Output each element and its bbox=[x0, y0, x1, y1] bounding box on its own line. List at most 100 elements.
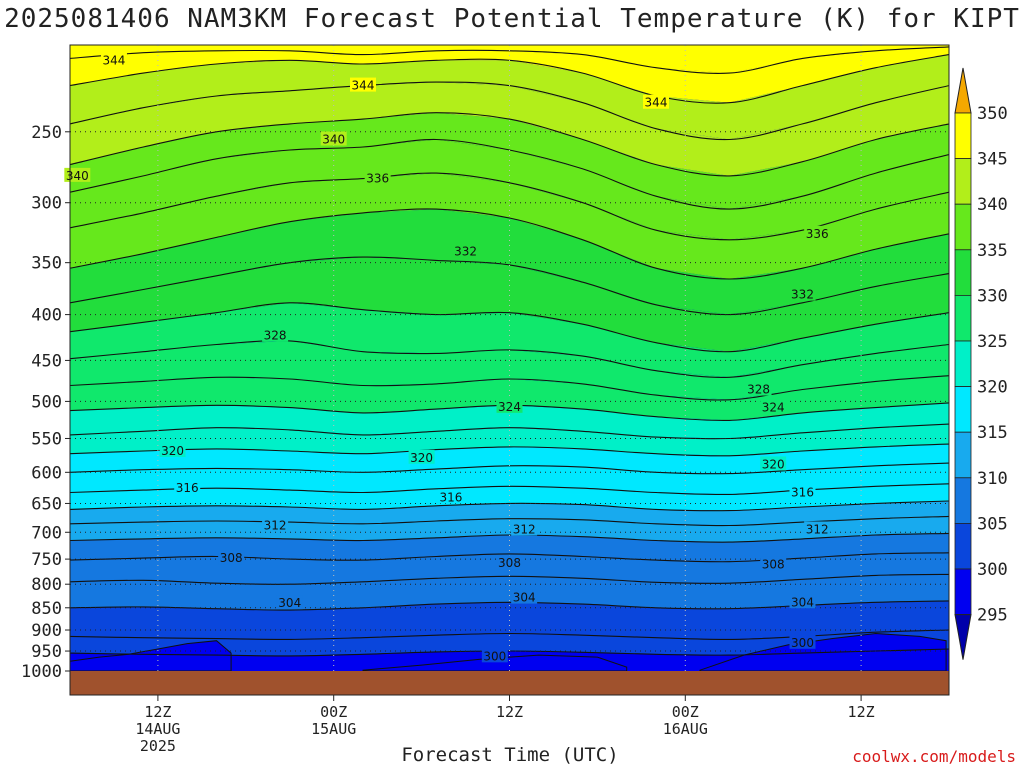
contour-label-bg bbox=[262, 517, 289, 532]
contour-label: 320 bbox=[161, 444, 184, 458]
contour-label: 336 bbox=[806, 227, 829, 241]
x-tick-label: 16AUG bbox=[663, 720, 708, 738]
colorbar-band bbox=[954, 249, 972, 296]
contour-label: 320 bbox=[762, 457, 785, 471]
chart-title: 2025081406 NAM3KM Forecast Potential Tem… bbox=[4, 4, 1020, 34]
y-tick-label: 500 bbox=[31, 392, 62, 412]
colorbar-tick-label: 330 bbox=[977, 286, 1008, 306]
contour-label-bg bbox=[789, 594, 816, 609]
contour-label-bg bbox=[100, 52, 127, 67]
fill-band-330 bbox=[70, 257, 949, 352]
colorbar-tick-label: 320 bbox=[977, 378, 1008, 398]
contour-label: 324 bbox=[498, 400, 521, 414]
isentrope-340 bbox=[70, 112, 949, 177]
fill-band-324 bbox=[70, 375, 949, 421]
x-tick-label: 14AUG bbox=[135, 720, 180, 738]
contour-label-bg bbox=[789, 286, 816, 301]
fill-band-342 bbox=[70, 54, 949, 140]
contour-label: 344 bbox=[102, 53, 125, 67]
contour-label: 328 bbox=[747, 383, 770, 397]
contour-label-bg bbox=[262, 327, 289, 342]
colorbar-tick-label: 295 bbox=[977, 606, 1008, 626]
isentrope-334 bbox=[70, 208, 949, 280]
cold-pool-1 bbox=[362, 654, 628, 671]
y-tick-label: 400 bbox=[31, 306, 62, 326]
isentrope-332 bbox=[70, 256, 949, 316]
fill-band-334 bbox=[70, 173, 949, 279]
colorbar-top-arrow bbox=[954, 67, 972, 114]
contour-label: 300 bbox=[791, 636, 814, 650]
isentrope-312 bbox=[70, 515, 949, 527]
colorbar-band bbox=[954, 203, 972, 251]
fill-band-332 bbox=[70, 209, 949, 315]
y-tick-label: 650 bbox=[31, 494, 62, 514]
contour-label: 304 bbox=[278, 596, 301, 610]
contour-label: 308 bbox=[220, 551, 243, 565]
contour-label-bg bbox=[643, 94, 669, 109]
contour-label-bg bbox=[408, 449, 435, 464]
contour-label-bg bbox=[452, 243, 479, 258]
y-tick-label: 700 bbox=[31, 523, 62, 543]
y-tick-label: 750 bbox=[31, 550, 62, 570]
fill-band-316 bbox=[70, 463, 949, 495]
colorbar-band bbox=[954, 112, 972, 159]
contour-label: 340 bbox=[322, 132, 345, 146]
colorbar-band bbox=[954, 386, 972, 433]
fill-band-338 bbox=[70, 112, 949, 210]
contour-label: 312 bbox=[264, 519, 287, 533]
contour-label-bg bbox=[511, 589, 538, 604]
x-tick-label: 12Z bbox=[144, 703, 171, 721]
fill-band-320 bbox=[70, 424, 949, 456]
contour-label-bg bbox=[760, 556, 787, 571]
contour-label: 328 bbox=[264, 328, 287, 342]
isentrope-306 bbox=[70, 573, 949, 585]
contour-label-bg bbox=[789, 634, 816, 649]
isentrope-330 bbox=[70, 302, 949, 353]
ground-fill bbox=[70, 671, 949, 695]
y-tick-label: 600 bbox=[31, 463, 62, 483]
contour-label-bg bbox=[804, 225, 831, 240]
fill-band-top bbox=[70, 45, 949, 74]
isentrope-320 bbox=[70, 443, 949, 457]
isentrope-322 bbox=[70, 423, 949, 440]
credit-link[interactable]: coolwx.com/models bbox=[852, 747, 1016, 766]
contour-label: 304 bbox=[513, 591, 536, 605]
x-tick-label: 15AUG bbox=[311, 720, 356, 738]
contour-label-bg bbox=[437, 489, 464, 504]
fill-band-300 bbox=[70, 630, 949, 656]
contour-label: 300 bbox=[483, 649, 506, 663]
colorbar-tick-label: 300 bbox=[977, 560, 1008, 580]
contour-label-bg bbox=[745, 381, 772, 396]
colorbar-bottom-arrow bbox=[954, 614, 972, 660]
contour-label: 320 bbox=[410, 451, 433, 465]
y-tick-label: 850 bbox=[31, 599, 62, 619]
x-tick-label: 12Z bbox=[496, 703, 523, 721]
contour-label-bg bbox=[159, 442, 186, 457]
x-tick-label: 00Z bbox=[672, 703, 699, 721]
x-axis-label: Forecast Time (UTC) bbox=[401, 744, 619, 766]
contour-label: 312 bbox=[806, 522, 829, 536]
colorbar-tick-label: 325 bbox=[977, 332, 1008, 352]
x-tick-label: 2025 bbox=[140, 737, 176, 755]
colorbar-band bbox=[954, 568, 972, 615]
contour-label-bg bbox=[218, 550, 245, 565]
fill-band-340 bbox=[70, 82, 949, 176]
fill-band-336 bbox=[70, 139, 949, 240]
x-tick-label: 00Z bbox=[320, 703, 347, 721]
contour-label-bg bbox=[174, 480, 201, 495]
colorbar-tick-label: 315 bbox=[977, 423, 1008, 443]
colorbar-band bbox=[954, 294, 972, 342]
contour-label-bg bbox=[804, 521, 831, 536]
colorbar-tick-label: 350 bbox=[977, 104, 1008, 124]
contour-label: 316 bbox=[439, 490, 462, 504]
y-tick-label: 550 bbox=[31, 429, 62, 449]
contour-label-bg bbox=[789, 484, 816, 499]
contour-label: 324 bbox=[762, 401, 785, 415]
contour-label-bg bbox=[350, 77, 376, 92]
colorbar-tick-label: 310 bbox=[977, 469, 1008, 489]
colorbar-band bbox=[954, 523, 972, 570]
y-tick-label: 900 bbox=[31, 621, 62, 641]
contour-label: 312 bbox=[513, 522, 536, 536]
colorbar-tick-label: 345 bbox=[977, 150, 1008, 170]
contour-label-bg bbox=[760, 399, 787, 414]
